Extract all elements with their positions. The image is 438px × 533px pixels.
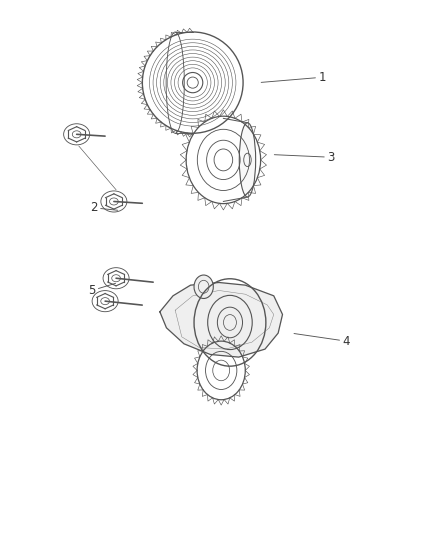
Text: 3: 3: [274, 151, 334, 164]
Text: 1: 1: [261, 71, 326, 84]
Circle shape: [194, 275, 213, 298]
Ellipse shape: [239, 123, 256, 197]
Text: 5: 5: [88, 284, 116, 297]
Text: 2: 2: [90, 201, 118, 214]
Text: 4: 4: [294, 334, 350, 348]
Polygon shape: [160, 282, 283, 357]
